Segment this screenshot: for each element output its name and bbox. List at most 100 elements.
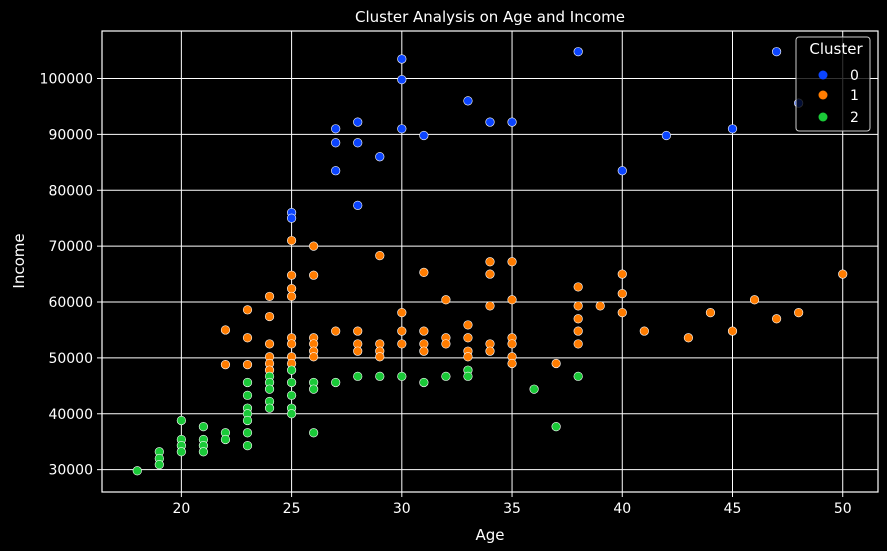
y-tick-label: 100000 [40,71,93,87]
legend-label-2: 2 [850,110,859,126]
data-point-cluster-1 [573,301,583,311]
data-point-cluster-1 [573,314,583,324]
data-point-cluster-1 [507,358,517,369]
data-point-cluster-0 [286,213,297,223]
data-point-cluster-2 [331,377,341,388]
data-point-cluster-1 [573,282,583,292]
legend-marker-2 [818,112,828,122]
data-point-cluster-1 [397,339,407,349]
data-point-cluster-0 [397,124,407,134]
data-point-cluster-0 [573,47,583,57]
data-point-cluster-1 [794,308,804,318]
data-point-cluster-0 [507,117,517,127]
data-point-cluster-2 [132,466,142,476]
legend-label-0: 0 [850,68,859,84]
legend: Cluster 0 1 2 [795,36,871,132]
data-point-cluster-1 [309,352,319,362]
data-point-cluster-1 [507,257,517,267]
data-point-cluster-1 [463,333,473,343]
data-point-cluster-1 [286,339,297,349]
data-point-cluster-0 [419,130,429,141]
data-point-cluster-1 [441,295,451,305]
legend-label-1: 1 [850,88,859,104]
y-tick-label: 70000 [48,239,93,255]
legend-box [795,36,871,132]
data-point-cluster-1 [375,251,385,261]
data-point-cluster-1 [375,352,385,362]
x-axis-label: Age [475,526,504,544]
data-point-cluster-1 [309,270,319,280]
data-point-cluster-1 [617,269,627,279]
data-point-cluster-1 [485,269,495,279]
data-point-cluster-1 [331,326,341,336]
data-point-cluster-1 [242,359,253,370]
data-point-cluster-1 [617,308,627,318]
data-point-cluster-0 [331,166,341,176]
x-tick-label: 45 [724,501,742,517]
data-point-cluster-0 [375,152,385,162]
legend-title: Cluster [809,40,863,58]
data-point-cluster-2 [242,390,253,400]
data-point-cluster-0 [397,54,407,64]
data-point-cluster-2 [264,403,275,413]
x-tick-label: 25 [283,501,301,517]
grid [102,31,878,492]
data-point-cluster-2 [309,384,319,394]
y-tick-label: 40000 [48,407,93,423]
data-point-cluster-1 [749,295,760,305]
data-point-cluster-1 [507,339,517,349]
data-point-cluster-1 [309,241,319,251]
data-point-cluster-2 [242,377,253,388]
data-point-cluster-1 [264,339,275,349]
data-point-cluster-1 [617,289,627,299]
data-point-cluster-1 [727,326,738,336]
data-point-cluster-1 [551,358,561,369]
data-point-cluster-0 [353,200,363,210]
data-point-cluster-2 [198,422,209,432]
data-point-cluster-1 [419,326,429,336]
data-point-cluster-2 [397,371,407,381]
data-point-cluster-0 [727,124,738,134]
x-tick-label: 40 [613,501,631,517]
data-point-cluster-1 [485,257,495,267]
data-point-cluster-2 [353,371,363,381]
data-point-cluster-1 [286,235,297,246]
data-point-cluster-0 [485,117,495,127]
x-tick-label: 50 [834,501,852,517]
data-point-cluster-1 [573,326,583,336]
axis-ticks: 20 25 30 35 40 45 50 30000 40000 50000 60000 70000 8… [40,71,852,517]
data-point-cluster-1 [286,284,297,294]
data-point-cluster-2 [242,428,253,438]
plot-frame [101,30,879,493]
data-point-cluster-1 [595,301,605,311]
data-point-cluster-1 [242,305,253,315]
data-point-cluster-2 [573,371,583,381]
data-point-cluster-0 [397,75,407,85]
data-point-cluster-2 [551,422,561,432]
data-point-cluster-1 [419,346,429,356]
legend-marker-1 [818,90,828,100]
data-point-cluster-1 [286,291,297,302]
data-point-cluster-1 [353,346,363,356]
data-point-cluster-0 [771,47,782,57]
data-point-cluster-1 [242,333,253,343]
data-point-cluster-1 [397,326,407,336]
data-point-cluster-2 [375,371,385,381]
data-point-cluster-1 [485,346,495,356]
data-point-cluster-1 [705,308,716,318]
data-point-cluster-2 [286,365,297,375]
data-point-cluster-1 [397,308,407,318]
data-point-cluster-1 [220,325,231,335]
data-point-cluster-2 [419,377,429,388]
data-point-cluster-1 [463,320,473,330]
data-point-cluster-1 [264,311,275,322]
data-point-cluster-1 [353,326,363,336]
data-points [132,47,848,476]
data-point-cluster-1 [573,339,583,349]
data-point-cluster-1 [441,339,451,349]
data-point-cluster-2 [220,434,231,445]
data-point-cluster-0 [617,166,627,176]
data-point-cluster-2 [286,390,297,400]
chart-title: Cluster Analysis on Age and Income [355,8,625,26]
